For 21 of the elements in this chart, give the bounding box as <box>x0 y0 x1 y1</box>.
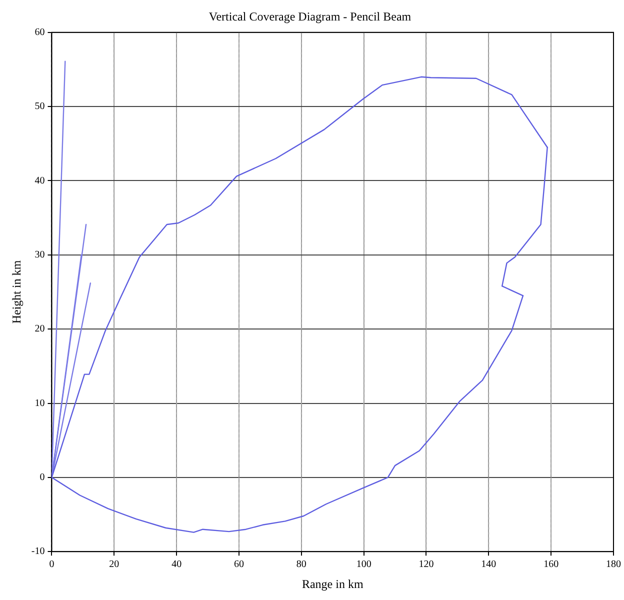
x-tick-label: 120 <box>418 559 434 570</box>
y-tick-label: 30 <box>34 250 45 261</box>
x-tick-label: 160 <box>544 559 559 570</box>
x-tick-label: 140 <box>481 559 496 570</box>
x-tick-label: 80 <box>296 559 306 570</box>
y-tick-label: 60 <box>34 27 45 38</box>
y-tick-label: 0 <box>40 472 45 484</box>
x-tick-label: 20 <box>109 559 120 570</box>
x-tick-label: 60 <box>234 559 244 570</box>
x-tick-label: 0 <box>49 559 54 570</box>
x-tick-label: 180 <box>606 559 621 570</box>
y-tick-label: 40 <box>34 175 45 186</box>
x-tick-label: 40 <box>172 559 182 570</box>
y-tick-label: 50 <box>34 101 45 112</box>
x-tick-label: 100 <box>356 559 372 570</box>
y-tick-label: -10 <box>31 546 45 558</box>
x-axis-title: Range in km <box>302 576 364 591</box>
chart-title: Vertical Coverage Diagram - Pencil Beam <box>208 9 412 24</box>
y-tick-label: 20 <box>34 324 45 335</box>
y-axis-title: Height in km <box>9 260 24 324</box>
y-tick-label: 10 <box>34 398 45 409</box>
